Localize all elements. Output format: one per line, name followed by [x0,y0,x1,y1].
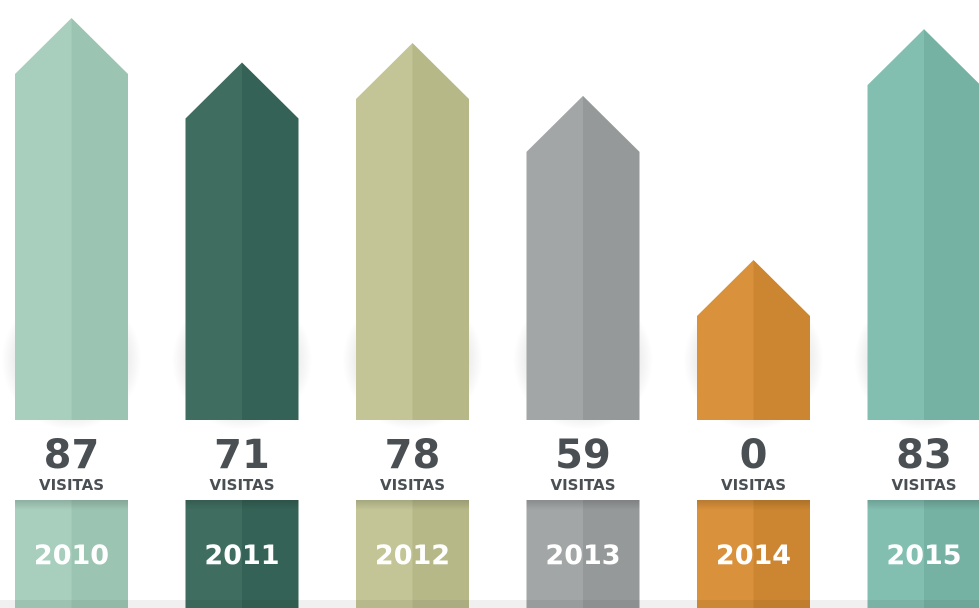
year-block-shadow [185,500,299,510]
year-block-2014-left [697,500,754,608]
unit-label: VISITAS [209,476,274,494]
year-block-shadow [526,500,640,510]
unit-label: VISITAS [721,476,786,494]
year-block-2012-right [412,500,469,608]
year-block-2014-right [753,500,810,608]
value-label-2011: 71 [214,432,270,478]
value-label-2010: 87 [44,432,100,478]
ground-shadow [0,600,979,608]
bar-2011-right [242,62,299,421]
year-block-2010-right [71,500,128,608]
year-block-shadow [15,500,128,510]
bars-layer [0,18,979,608]
year-label-2012: 2012 [375,540,450,571]
year-label-2014: 2014 [716,540,791,571]
year-block-shadow [356,500,469,510]
bar-2012-left [356,43,413,420]
bar-2012-right [412,43,469,420]
year-label-2011: 2011 [204,540,279,571]
value-label-2012: 78 [385,432,441,478]
year-block-2012-left [356,500,413,608]
year-block-2010-left [15,500,72,608]
bar-2014-left [697,260,754,420]
year-label-2010: 2010 [34,540,109,571]
year-block-shadow [697,500,810,510]
year-block-2011-right [242,500,299,608]
bar-2014-right [753,260,810,420]
year-block-2015-left [867,500,924,608]
bar-2010-right [71,18,128,420]
year-block-2015-right [924,500,979,608]
year-label-2013: 2013 [545,540,620,571]
unit-label: VISITAS [550,476,615,494]
year-block-shadow [867,500,979,510]
unit-label: VISITAS [380,476,445,494]
unit-label: VISITAS [39,476,104,494]
value-label-2014: 0 [740,432,768,478]
value-label-2015: 83 [896,432,952,478]
value-label-2013: 59 [555,432,611,478]
bar-2015-right [924,29,979,420]
bar-2010-left [15,18,72,420]
year-block-2013-right [583,500,640,608]
year-block-2013-left [526,500,583,608]
labels-layer: 87VISITAS201071VISITAS201178VISITAS20125… [34,432,962,571]
year-block-2011-left [185,500,242,608]
unit-label: VISITAS [891,476,956,494]
bar-2011-left [185,62,242,421]
bar-2015-left [867,29,924,421]
bar-2013-right [583,95,640,420]
bar-2013-left [526,95,583,420]
year-label-2015: 2015 [886,540,961,571]
